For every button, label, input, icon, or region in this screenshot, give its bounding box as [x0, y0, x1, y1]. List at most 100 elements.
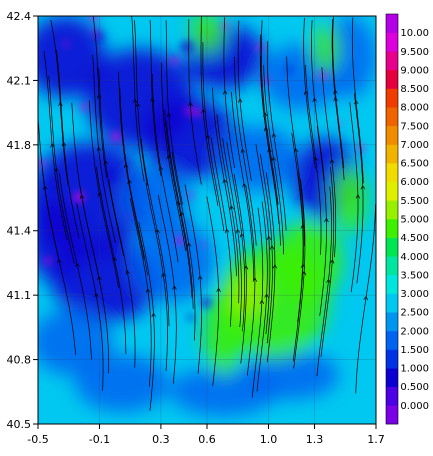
streamline-arrowhead [329, 158, 335, 164]
streamline-arrowhead [58, 101, 63, 107]
streamline [222, 138, 242, 328]
streamline [160, 62, 186, 251]
streamline-arrowhead [272, 264, 278, 269]
streamline [210, 137, 232, 327]
colorbar-swatch [386, 88, 398, 108]
field-speck [192, 107, 202, 117]
field-specks [38, 16, 365, 321]
streamline [43, 51, 68, 240]
y-tick-label: 42.4 [7, 10, 32, 23]
colorbar-swatch [386, 330, 398, 350]
streamline-arrowhead [145, 288, 151, 293]
streamline [216, 114, 240, 304]
streamline [263, 65, 284, 255]
streamline [171, 152, 196, 341]
colorbar-label: 6.500 [400, 159, 429, 170]
streamline-arrowhead [363, 295, 368, 301]
streamline [89, 100, 119, 288]
streamline-arrowhead [94, 292, 99, 298]
plot-area [37, 15, 377, 425]
streamline [223, 17, 235, 169]
streamline-arrowhead [237, 98, 243, 103]
field-blob [311, 24, 339, 74]
y-axis: 40.5 40.8 41.1 41.4 41.8 42.1 42.4 [7, 10, 38, 431]
streamline [76, 203, 104, 391]
colorbar-swatch [386, 405, 398, 425]
streamline-arrowhead [125, 269, 130, 275]
colorbar-label: 8.500 [400, 84, 429, 95]
x-tick-label: 0.3 [152, 433, 170, 446]
streamline [59, 172, 92, 360]
streamline [202, 42, 225, 232]
field-speck [44, 257, 52, 265]
x-tick-label: 1.3 [306, 433, 324, 446]
streamline [92, 16, 107, 178]
field-speck [201, 297, 212, 308]
streamline-arrowhead [222, 89, 228, 95]
streamline-arrowhead [166, 154, 171, 160]
streamline [212, 87, 237, 277]
field-blob [227, 268, 268, 318]
colorbar-swatch [386, 32, 398, 52]
streamline-arrowhead [355, 194, 361, 199]
streamline-arrowhead [239, 232, 245, 238]
colorbar-swatch [386, 237, 398, 257]
streamline-arrowhead [150, 97, 155, 102]
streamline [256, 201, 268, 392]
colorbar-label: 0.500 [400, 382, 429, 393]
streamline-arrowhead [354, 99, 359, 105]
x-tick-label: 0.6 [198, 433, 216, 446]
field-blob [244, 350, 339, 400]
streamline [164, 109, 193, 298]
colorbar-label: 1.000 [400, 364, 429, 375]
streamline [138, 222, 155, 411]
streamline [140, 138, 170, 327]
streamline-arrowhead [179, 211, 184, 217]
colorbar-swatch [386, 219, 398, 238]
field-speck [175, 235, 185, 246]
colorbar-swatch [386, 144, 398, 164]
colorbar-label: 5.500 [400, 196, 429, 207]
streamline [259, 153, 273, 344]
streamline [98, 67, 124, 257]
colorbar-label: 1.500 [400, 345, 429, 356]
streamline-arrowhead [123, 163, 129, 168]
streamline-arrowhead [61, 141, 67, 147]
colorbar-label: 4.500 [400, 233, 429, 244]
streamline-arrowhead [54, 167, 59, 173]
streamline-arrowhead [186, 242, 192, 247]
streamline-arrowhead [267, 147, 272, 153]
streamline-arrowhead [360, 184, 366, 190]
colorbar-swatch [386, 274, 398, 294]
field-blob [75, 354, 170, 412]
streamline-arrowhead [235, 228, 241, 234]
streamline-arrowhead [264, 293, 269, 298]
streamline [200, 16, 219, 206]
streamline [231, 91, 254, 281]
streamline [305, 65, 322, 255]
streamline-arrowhead [243, 265, 249, 270]
field-blob [38, 309, 113, 376]
streamline-arrowhead [151, 312, 156, 318]
streamline [316, 126, 327, 316]
streamline [129, 198, 152, 387]
field-blob [274, 219, 343, 302]
streamline [251, 207, 264, 398]
streamline [151, 74, 179, 263]
field-speck [185, 220, 191, 225]
field-speck [286, 66, 293, 73]
x-tick-label: 1.7 [367, 433, 385, 446]
field-speck [222, 22, 229, 30]
field-speck [338, 121, 344, 127]
field-blob [332, 166, 366, 233]
streamline [321, 67, 337, 258]
streamline-arrowhead [155, 228, 160, 234]
streamline-arrowhead [97, 275, 102, 281]
streamline-arrowhead [197, 275, 203, 280]
streamline-arrowhead [127, 179, 132, 184]
streamline-arrowhead [242, 182, 247, 188]
streamline-arrowhead [96, 93, 102, 99]
streamline [79, 186, 110, 374]
streamline-arrowhead [269, 245, 275, 250]
streamline [206, 196, 220, 386]
